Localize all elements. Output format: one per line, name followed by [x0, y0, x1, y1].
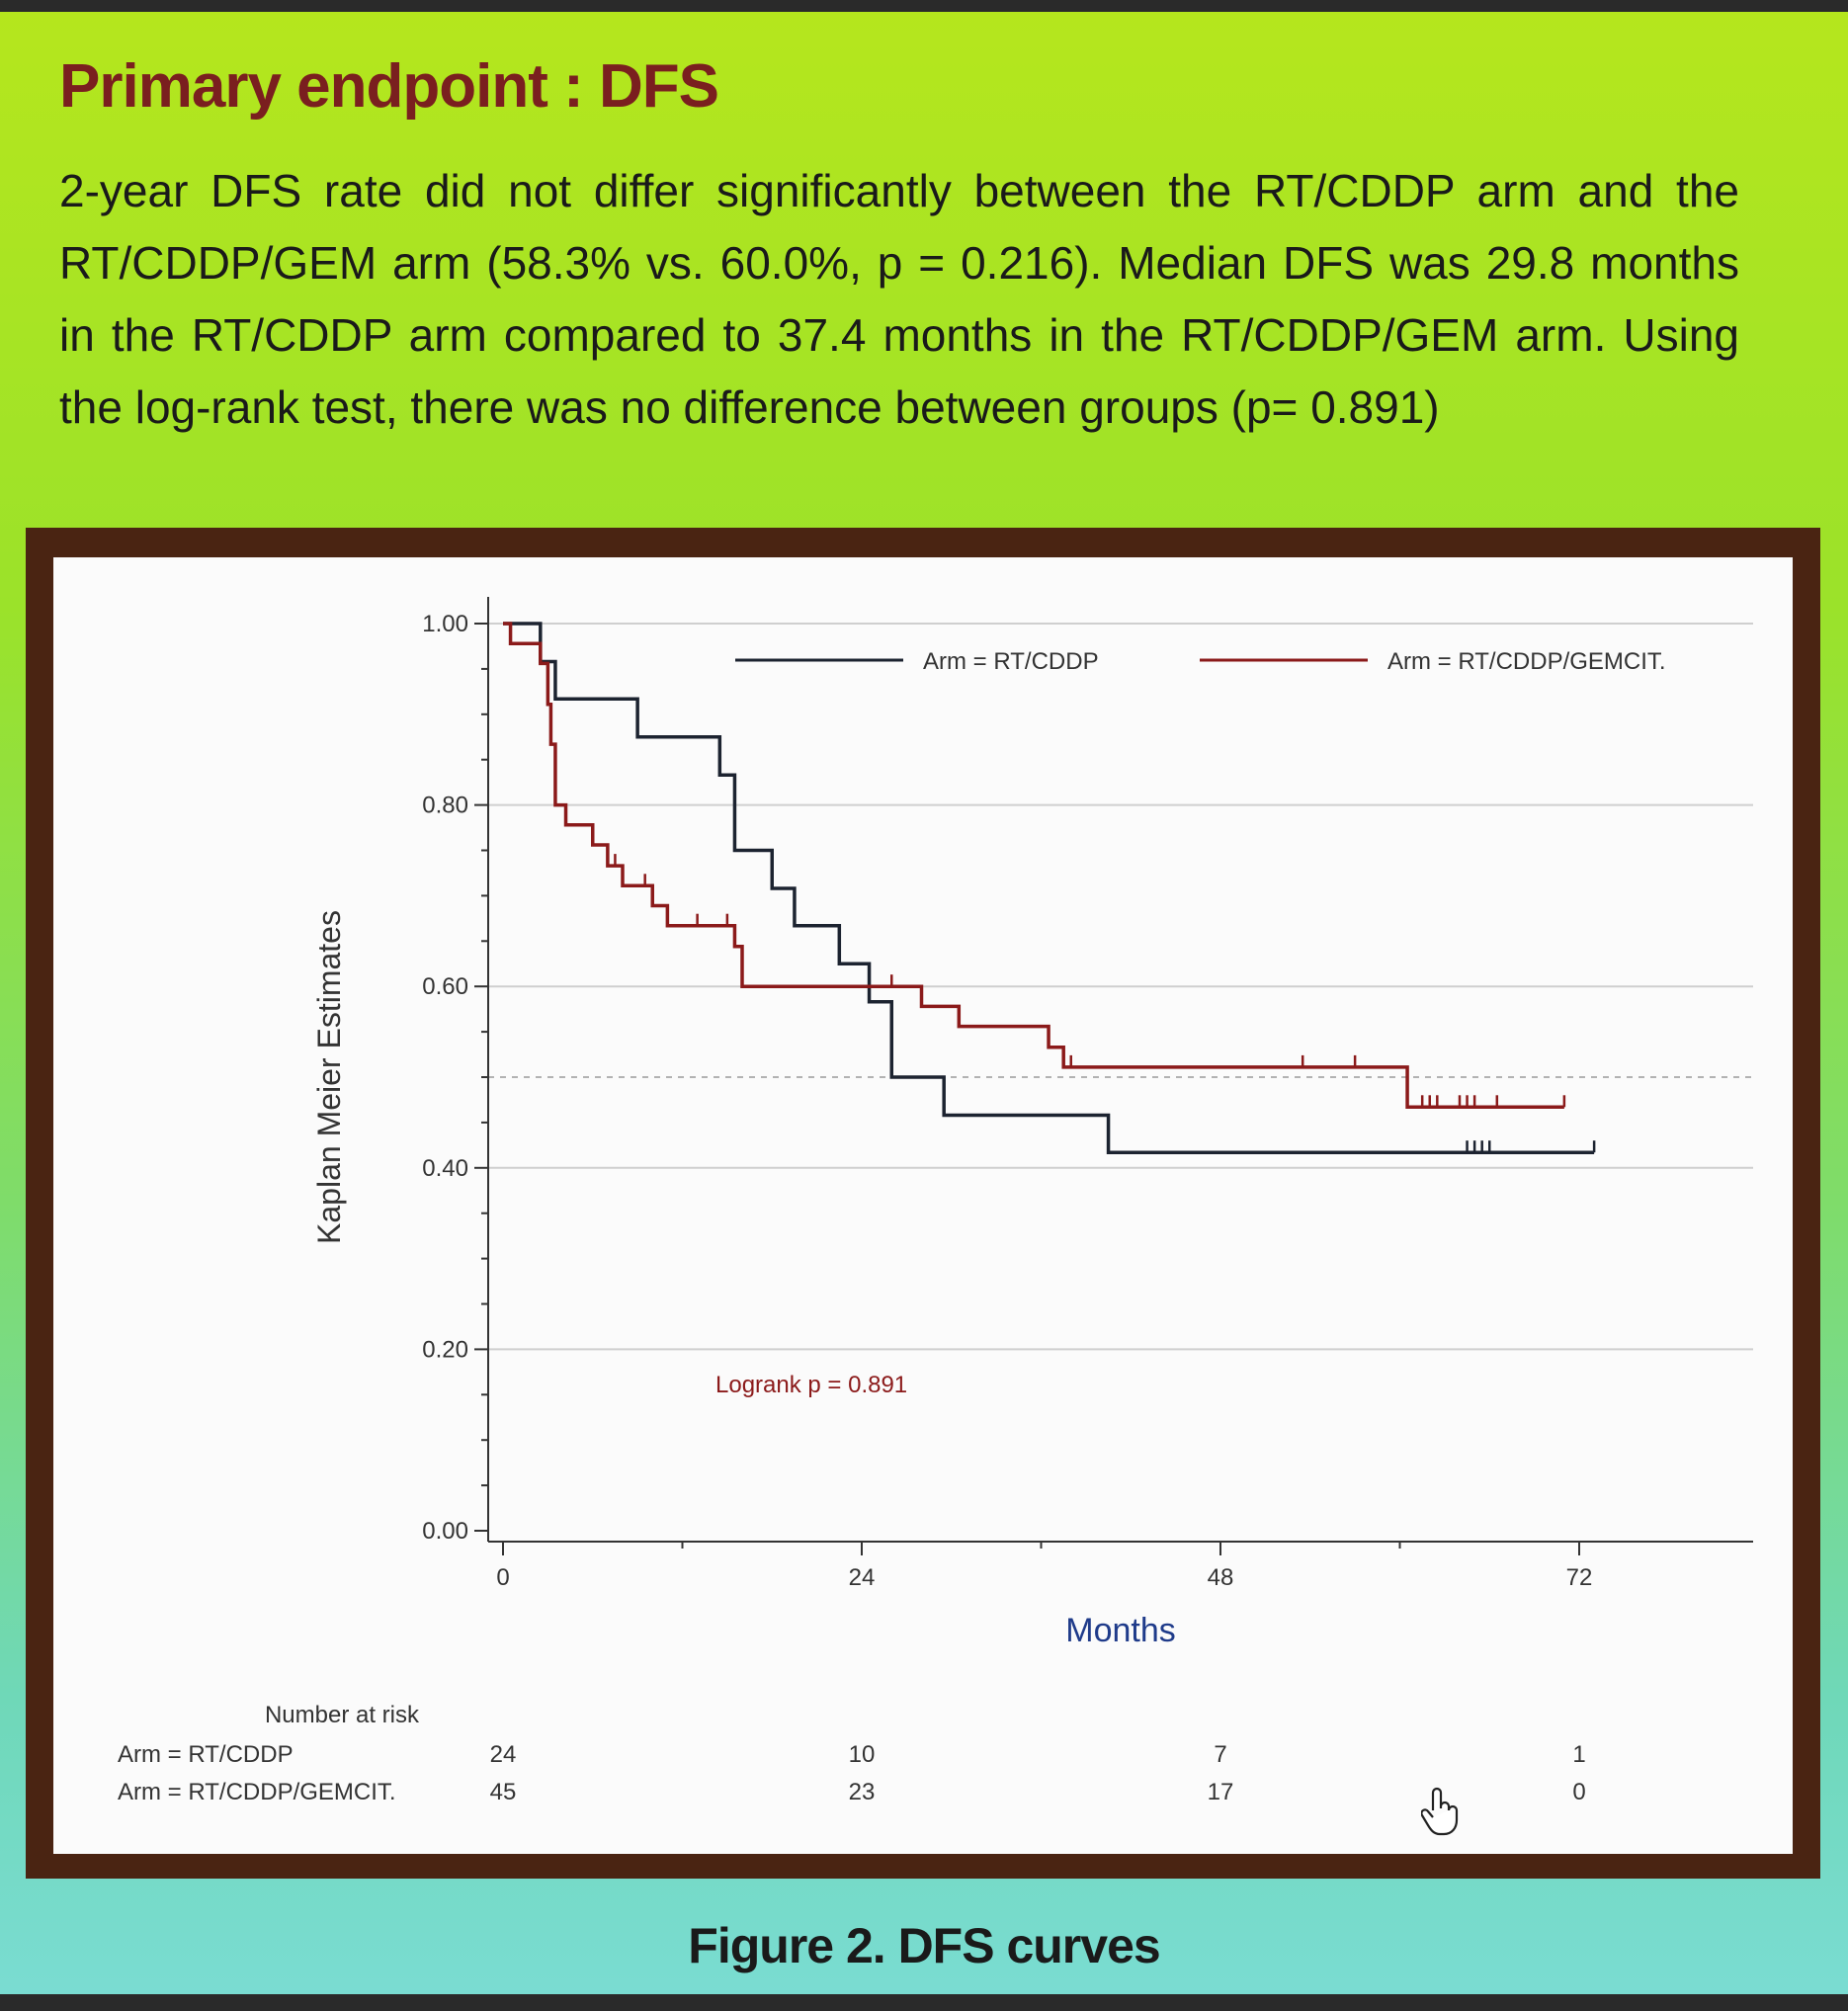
y-tick-label: 0.40 [422, 1155, 468, 1182]
figure-panel: 0.00 0.20 0.40 0.60 0.80 1.00 Kaplan Meier Est… [53, 557, 1793, 1854]
slide-background: Primary endpoint : DFS 2-year DFS rate d… [0, 12, 1848, 1994]
km-curve [503, 622, 1564, 1110]
slide-title: Primary endpoint : DFS [59, 52, 719, 121]
risk-count: 0 [1572, 1779, 1585, 1805]
x-tick-label: 0 [496, 1564, 509, 1591]
risk-count: 23 [849, 1779, 876, 1805]
x-tick-label: 72 [1566, 1564, 1593, 1591]
y-tick-label: 0.80 [422, 793, 468, 819]
x-axis-label: Months [1065, 1612, 1176, 1649]
y-tick-label: 0.20 [422, 1336, 468, 1363]
x-tick-label: 24 [849, 1564, 876, 1591]
y-tick-label: 0.60 [422, 973, 468, 1000]
figure-caption: Figure 2. DFS curves [688, 1918, 1160, 1973]
hand-pointer-icon [1421, 1787, 1459, 1836]
x-tick-label: 48 [1208, 1564, 1234, 1591]
km-chart: 0.00 0.20 0.40 0.60 0.80 1.00 Kaplan Meier Est… [118, 597, 1753, 1805]
risk-count: 10 [849, 1741, 876, 1768]
logrank-annotation: Logrank p = 0.891 [715, 1372, 907, 1398]
y-axis-label: Kaplan Meier Estimates [311, 910, 347, 1244]
legend-label: Arm = RT/CDDP/GEMCIT. [1387, 648, 1666, 675]
risk-count: 24 [490, 1741, 517, 1768]
figure-frame: 0.00 0.20 0.40 0.60 0.80 1.00 Kaplan Meier Est… [26, 528, 1820, 1879]
risk-count: 17 [1208, 1779, 1234, 1805]
risk-table-header: Number at risk [265, 1702, 420, 1728]
risk-row-label: Arm = RT/CDDP/GEMCIT. [118, 1779, 396, 1805]
summary-text: 2-year DFS rate did not differ significa… [59, 165, 1739, 433]
risk-count: 1 [1572, 1741, 1585, 1768]
km-curve [503, 622, 1595, 1154]
risk-row-label: Arm = RT/CDDP [118, 1741, 294, 1768]
legend-label: Arm = RT/CDDP [923, 648, 1099, 675]
risk-count: 45 [490, 1779, 517, 1805]
y-tick-label: 1.00 [422, 611, 468, 637]
y-tick-label: 0.00 [422, 1518, 468, 1545]
risk-count: 7 [1214, 1741, 1226, 1768]
